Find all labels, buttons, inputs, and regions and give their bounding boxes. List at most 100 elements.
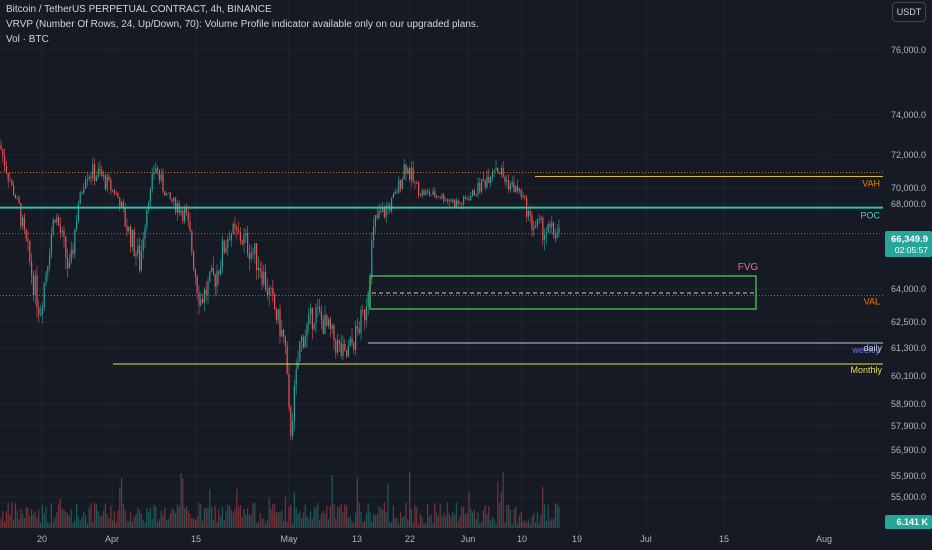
candle-body[interactable] — [308, 313, 310, 325]
candle-body[interactable] — [479, 182, 481, 192]
candle-body[interactable] — [405, 164, 407, 174]
candle-body[interactable] — [337, 340, 339, 353]
candle-body[interactable] — [113, 189, 115, 194]
candle-body[interactable] — [346, 350, 348, 357]
candle-body[interactable] — [250, 252, 252, 259]
candle-body[interactable] — [481, 179, 483, 192]
candle-body[interactable] — [223, 240, 225, 253]
candle-body[interactable] — [473, 190, 475, 196]
candle-body[interactable] — [149, 189, 151, 203]
candle-body[interactable] — [365, 306, 367, 321]
candle-body[interactable] — [432, 191, 434, 195]
candle-body[interactable] — [475, 194, 477, 196]
candle-body[interactable] — [157, 168, 159, 171]
candle-body[interactable] — [542, 217, 544, 240]
candle-body[interactable] — [439, 197, 441, 199]
candle-body[interactable] — [85, 179, 87, 189]
candle-body[interactable] — [425, 191, 427, 195]
candle-body[interactable] — [364, 309, 366, 321]
candle-body[interactable] — [11, 180, 13, 186]
candle-body[interactable] — [83, 188, 85, 193]
candle-body[interactable] — [94, 164, 96, 181]
candle-body[interactable] — [203, 289, 205, 303]
candle-body[interactable] — [403, 164, 405, 180]
candle-body[interactable] — [20, 203, 22, 227]
candle-body[interactable] — [54, 219, 56, 223]
candle-body[interactable] — [137, 245, 139, 255]
candle-body[interactable] — [259, 267, 261, 272]
candle-body[interactable] — [79, 192, 81, 204]
candle-body[interactable] — [90, 176, 92, 179]
candle-body[interactable] — [293, 385, 295, 422]
fvg-box[interactable] — [369, 275, 757, 310]
candle-body[interactable] — [421, 190, 423, 196]
candle-body[interactable] — [412, 167, 414, 182]
candle-body[interactable] — [355, 326, 357, 350]
candle-body[interactable] — [160, 174, 162, 181]
volume-tag[interactable]: 6.141 K — [885, 515, 932, 529]
candle-body[interactable] — [556, 232, 558, 239]
candle-body[interactable] — [40, 314, 42, 315]
candle-body[interactable] — [59, 225, 61, 233]
candle-body[interactable] — [135, 254, 137, 256]
candle-body[interactable] — [324, 314, 326, 334]
candle-body[interactable] — [32, 275, 34, 295]
candle-body[interactable] — [459, 203, 461, 205]
candle-body[interactable] — [297, 361, 299, 369]
candle-body[interactable] — [482, 179, 484, 181]
candle-body[interactable] — [263, 271, 265, 285]
candle-body[interactable] — [310, 307, 312, 314]
candle-body[interactable] — [252, 252, 254, 254]
candle-body[interactable] — [257, 267, 259, 270]
candle-body[interactable] — [513, 182, 515, 192]
candle-body[interactable] — [27, 239, 29, 241]
candle-body[interactable] — [139, 245, 141, 271]
candle-body[interactable] — [549, 223, 551, 227]
candle-body[interactable] — [371, 240, 373, 280]
candle-body[interactable] — [124, 207, 126, 227]
candle-body[interactable] — [299, 341, 301, 362]
candle-body[interactable] — [506, 180, 508, 182]
candle-body[interactable] — [342, 344, 344, 356]
candle-body[interactable] — [214, 274, 216, 287]
candle-body[interactable] — [221, 240, 223, 268]
candle-body[interactable] — [286, 345, 288, 374]
candle-body[interactable] — [533, 227, 535, 230]
candle-body[interactable] — [486, 176, 488, 188]
candle-body[interactable] — [234, 223, 236, 228]
candle-body[interactable] — [36, 275, 38, 308]
candle-body[interactable] — [407, 168, 409, 174]
candle-body[interactable] — [524, 195, 526, 198]
candle-body[interactable] — [23, 217, 25, 230]
candle-body[interactable] — [14, 195, 16, 199]
candle-body[interactable] — [122, 201, 124, 208]
candle-body[interactable] — [340, 343, 342, 356]
candle-body[interactable] — [362, 309, 364, 311]
candle-body[interactable] — [272, 288, 274, 295]
candle-body[interactable] — [207, 281, 209, 295]
candle-body[interactable] — [338, 340, 340, 344]
candle-body[interactable] — [103, 175, 105, 177]
candle-body[interactable] — [547, 223, 549, 233]
candle-body[interactable] — [58, 217, 60, 226]
candle-body[interactable] — [491, 171, 493, 178]
candle-body[interactable] — [238, 230, 240, 233]
candle-body[interactable] — [463, 196, 465, 205]
candle-body[interactable] — [430, 194, 432, 196]
candle-body[interactable] — [344, 344, 346, 351]
candle-body[interactable] — [167, 192, 169, 194]
candle-body[interactable] — [115, 193, 117, 195]
candle-body[interactable] — [225, 247, 227, 253]
candle-body[interactable] — [536, 219, 538, 226]
candle-body[interactable] — [232, 223, 234, 234]
candle-body[interactable] — [256, 243, 258, 270]
candle-body[interactable] — [376, 215, 378, 219]
candle-body[interactable] — [126, 226, 128, 232]
candle-body[interactable] — [441, 194, 443, 199]
candle-body[interactable] — [538, 219, 540, 220]
candle-body[interactable] — [86, 179, 88, 181]
candle-body[interactable] — [9, 180, 11, 182]
candle-body[interactable] — [333, 324, 335, 341]
candle-body[interactable] — [328, 319, 330, 326]
candle-body[interactable] — [202, 298, 204, 303]
